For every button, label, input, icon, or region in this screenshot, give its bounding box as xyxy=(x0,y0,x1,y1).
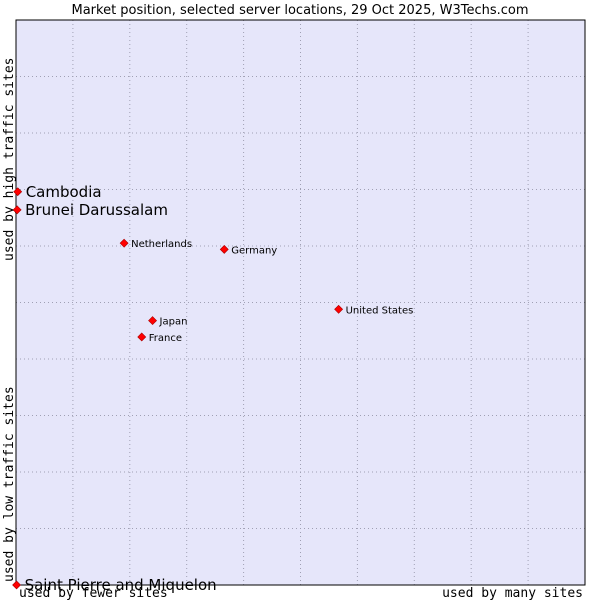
x-axis-label-right: used by many sites xyxy=(442,586,583,600)
data-point-united-states: United States xyxy=(334,304,414,316)
data-point-netherlands: Netherlands xyxy=(119,238,192,250)
point-label-brunei-darussalam: Brunei Darussalam xyxy=(25,201,168,219)
point-marker-france xyxy=(137,332,147,342)
data-point-france: France xyxy=(137,332,182,344)
y-axis-label-bottom: used by low traffic sites xyxy=(2,386,17,582)
data-point-japan: Japan xyxy=(148,316,188,328)
data-point-germany: Germany xyxy=(219,244,277,256)
plot-frame xyxy=(15,19,586,586)
y-axis-label-top: used by high traffic sites xyxy=(2,58,17,262)
data-point-brunei-darussalam: Brunei Darussalam xyxy=(12,201,168,219)
point-marker-netherlands xyxy=(119,238,129,248)
data-point-saint-pierre-and-miquelon: Saint Pierre and Miquelon xyxy=(12,576,217,594)
chart-title: Market position, selected server locatio… xyxy=(71,3,528,18)
point-marker-united-states xyxy=(334,304,344,314)
point-label-japan: Japan xyxy=(159,317,188,328)
data-point-cambodia: Cambodia xyxy=(13,183,102,201)
x-axis-label-left: used by fewer sites xyxy=(19,586,168,600)
point-label-saint-pierre-and-miquelon: Saint Pierre and Miquelon xyxy=(25,576,217,594)
point-marker-germany xyxy=(219,244,229,254)
point-label-cambodia: Cambodia xyxy=(26,183,102,201)
point-label-netherlands: Netherlands xyxy=(131,239,192,250)
point-marker-saint-pierre-and-miquelon xyxy=(12,580,21,590)
grid-lines xyxy=(16,20,585,585)
point-label-united-states: United States xyxy=(346,305,414,316)
point-label-germany: Germany xyxy=(231,245,277,256)
point-label-france: France xyxy=(149,333,182,344)
point-marker-brunei-darussalam xyxy=(12,205,22,215)
point-marker-japan xyxy=(148,316,157,326)
point-marker-cambodia xyxy=(13,187,23,197)
